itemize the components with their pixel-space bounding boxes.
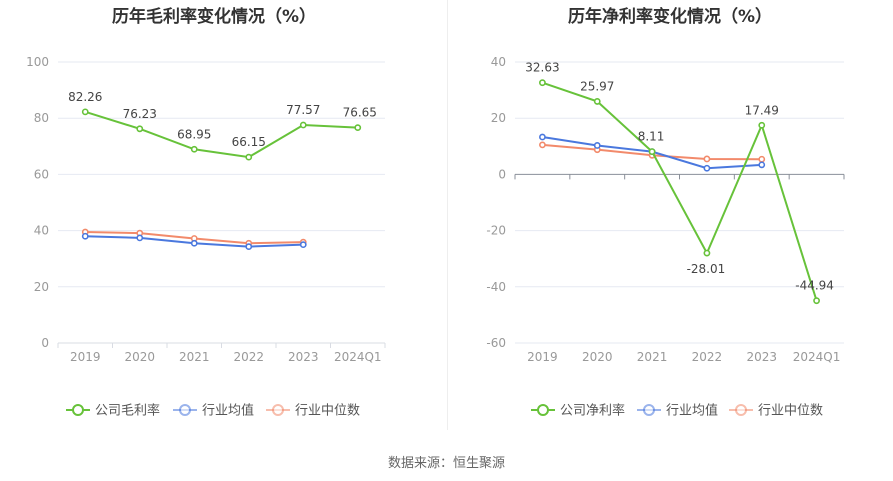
gross-point-company bbox=[299, 121, 307, 129]
net-point-median bbox=[539, 141, 546, 149]
net-x-tick-label: 2022 bbox=[692, 350, 723, 364]
gross-point-avg bbox=[245, 243, 253, 251]
legend-label: 行业均值 bbox=[202, 403, 254, 419]
chart-divider bbox=[447, 0, 448, 430]
net-x-tick-label: 2024Q1 bbox=[793, 350, 841, 364]
gross-point-avg bbox=[136, 234, 144, 242]
gross-point-company bbox=[354, 124, 362, 132]
net-y-tick-label: -20 bbox=[486, 224, 506, 238]
gross-point-company bbox=[190, 145, 198, 153]
net-chart-title: 历年净利率变化情况（%） bbox=[568, 6, 772, 27]
legend-label: 公司毛利率 bbox=[95, 403, 160, 419]
net-point-company bbox=[703, 249, 711, 257]
net-x-tick-label: 2020 bbox=[582, 350, 613, 364]
net-point-avg bbox=[539, 133, 546, 141]
net-data-label: 17.49 bbox=[745, 103, 779, 117]
gross-y-tick-label: 0 bbox=[41, 336, 49, 350]
gross-legend-item-avg: 行业均值 bbox=[173, 403, 254, 419]
gross-y-tick-label: 60 bbox=[34, 167, 49, 181]
net-point-avg bbox=[593, 142, 601, 149]
net-legend-item-company: 公司净利率 bbox=[531, 403, 625, 419]
legend-marker-icon bbox=[272, 404, 284, 416]
gross-point-company bbox=[81, 108, 89, 116]
net-point-company bbox=[593, 98, 601, 105]
net-point-company bbox=[813, 297, 820, 305]
net-point-company bbox=[539, 79, 546, 87]
gross-data-label: 68.95 bbox=[177, 127, 211, 141]
net-y-tick-label: -60 bbox=[486, 336, 506, 350]
net-y-tick-label: 20 bbox=[491, 111, 506, 125]
data-source: 数据来源：恒生聚源 bbox=[387, 456, 505, 471]
gross-legend-item-median: 行业中位数 bbox=[266, 404, 360, 419]
net-data-label: -44.94 bbox=[795, 279, 834, 293]
legend-marker-icon bbox=[537, 404, 549, 416]
net-x-tick-label: 2021 bbox=[637, 350, 668, 364]
legend-marker-icon bbox=[72, 404, 84, 416]
gross-data-label: 76.65 bbox=[343, 106, 377, 120]
net-y-tick-label: 40 bbox=[491, 55, 506, 69]
legend-label: 行业中位数 bbox=[758, 404, 823, 419]
net-point-company bbox=[758, 121, 766, 129]
gross-x-tick-label: 2021 bbox=[179, 350, 210, 364]
gross-point-avg bbox=[81, 232, 89, 240]
gross-y-tick-label: 20 bbox=[34, 280, 49, 294]
net-line-company bbox=[542, 81, 818, 301]
net-x-tick-label: 2023 bbox=[746, 350, 777, 364]
legend-label: 行业均值 bbox=[666, 403, 718, 419]
gross-y-tick-label: 100 bbox=[26, 55, 49, 69]
gross-x-tick-label: 2023 bbox=[288, 350, 319, 364]
net-point-company bbox=[648, 148, 656, 156]
legend-label: 行业中位数 bbox=[295, 404, 360, 419]
net-legend-item-avg: 行业均值 bbox=[637, 403, 718, 419]
net-data-label: 25.97 bbox=[580, 79, 614, 93]
gross-point-company bbox=[136, 125, 144, 133]
gross-margin-chart: 历年毛利率变化情况（%） 0 20 40 60 80 100 2019 2020 2021 2022… bbox=[26, 6, 386, 419]
gross-x-tick-label: 2024Q1 bbox=[334, 350, 382, 364]
net-point-avg bbox=[758, 161, 766, 169]
net-data-label: 8.11 bbox=[638, 130, 665, 144]
gross-x-tick-label: 2022 bbox=[233, 350, 264, 364]
legend-marker-icon bbox=[735, 404, 747, 416]
legend-marker-icon bbox=[643, 404, 655, 416]
gross-point-avg bbox=[190, 239, 198, 247]
net-data-label: -28.01 bbox=[687, 262, 726, 276]
net-y-tick-label: -40 bbox=[486, 280, 506, 294]
net-y-tick-label: 0 bbox=[498, 167, 506, 181]
net-legend-item-median: 行业中位数 bbox=[729, 404, 823, 419]
legend-label: 公司净利率 bbox=[560, 403, 625, 419]
gross-point-company bbox=[245, 153, 253, 161]
gross-point-avg bbox=[299, 241, 307, 249]
gross-y-tick-label: 40 bbox=[34, 224, 49, 238]
gross-x-tick-label: 2019 bbox=[70, 350, 101, 364]
legend-marker-icon bbox=[179, 404, 191, 416]
gross-y-tick-label: 80 bbox=[34, 111, 49, 125]
net-data-label: 32.63 bbox=[525, 61, 559, 75]
gross-line-company bbox=[84, 110, 358, 159]
gross-chart-title: 历年毛利率变化情况（%） bbox=[112, 6, 316, 27]
net-point-median bbox=[703, 155, 711, 163]
gross-data-label: 77.57 bbox=[286, 103, 320, 117]
net-point-median bbox=[758, 155, 766, 163]
gross-data-label: 82.26 bbox=[68, 90, 102, 104]
gross-legend-item-company: 公司毛利率 bbox=[66, 403, 160, 419]
gross-x-tick-label: 2020 bbox=[124, 350, 155, 364]
net-x-tick-label: 2019 bbox=[527, 350, 558, 364]
net-margin-chart: 历年净利率变化情况（%） -60 -40 -20 0 20 40 2019 2020 2021 20… bbox=[486, 6, 845, 419]
net-point-avg bbox=[703, 164, 711, 172]
gross-data-label: 66.15 bbox=[232, 135, 266, 149]
gross-data-label: 76.23 bbox=[123, 107, 157, 121]
